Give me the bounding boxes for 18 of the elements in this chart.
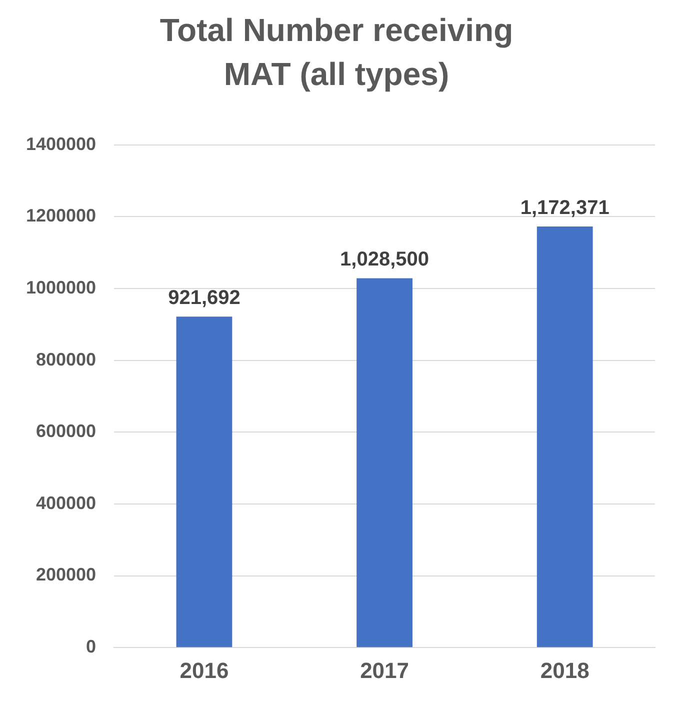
bar <box>536 226 593 648</box>
y-tick-label: 0 <box>86 636 96 657</box>
bar <box>356 278 412 648</box>
chart-title: Total Number receiving MAT (all types) <box>158 11 514 94</box>
data-label: 1,172,371 <box>520 197 610 220</box>
y-tick-label: 1000000 <box>26 277 96 298</box>
bar <box>176 316 232 648</box>
y-tick-label: 600000 <box>36 421 96 442</box>
data-label: 1,028,500 <box>340 248 430 271</box>
data-label: 921,692 <box>168 287 240 310</box>
x-tick-label: 2018 <box>540 658 590 683</box>
y-tick-label: 800000 <box>36 349 96 370</box>
y-tick-label: 1400000 <box>26 134 96 154</box>
x-tick-label: 2017 <box>360 658 410 683</box>
y-tick-label: 1200000 <box>26 206 96 226</box>
y-tick-label: 200000 <box>36 564 96 585</box>
y-tick-label: 400000 <box>36 492 96 513</box>
x-tick-label: 2016 <box>180 658 229 683</box>
